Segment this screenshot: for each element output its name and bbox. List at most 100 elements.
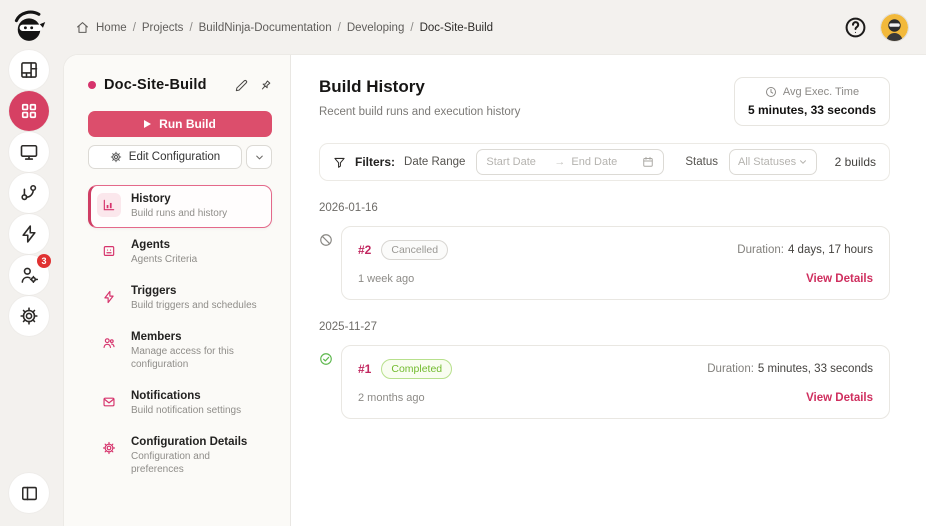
time-ago: 2 months ago bbox=[358, 392, 425, 404]
clock-icon bbox=[765, 87, 776, 97]
notifications-count-badge: 3 bbox=[37, 254, 51, 268]
run-build-button[interactable]: Run Build bbox=[88, 111, 272, 137]
status-filter-select[interactable]: All Statuses bbox=[729, 149, 817, 175]
rail-users-admin-icon[interactable]: 3 bbox=[9, 254, 51, 295]
configuration-sidebar: Doc-Site-Build Run Build bbox=[64, 55, 291, 526]
breadcrumb-home[interactable]: Home bbox=[96, 21, 127, 34]
build-group: 2026-01-16 #2 Cancelled Duration: 4 days,… bbox=[319, 202, 890, 300]
breadcrumb-projects[interactable]: Projects bbox=[141, 21, 184, 34]
user-avatar[interactable] bbox=[881, 14, 908, 41]
build-card[interactable]: #2 Cancelled Duration: 4 days, 17 hours 1… bbox=[341, 226, 890, 300]
history-chart-icon bbox=[97, 193, 121, 217]
members-users-icon bbox=[97, 331, 121, 355]
nav-label: Members bbox=[131, 331, 182, 343]
notifications-mail-icon bbox=[97, 390, 121, 414]
nav-label: Agents bbox=[131, 239, 170, 251]
end-date-input[interactable] bbox=[571, 156, 634, 168]
edit-configuration-label: Edit Configuration bbox=[128, 151, 221, 163]
help-icon[interactable] bbox=[844, 16, 867, 39]
cancelled-circle-slash-icon bbox=[319, 226, 334, 300]
status-badge: Completed bbox=[381, 359, 453, 379]
sidebar-nav: History Build runs and history Agents Ag… bbox=[88, 185, 272, 484]
avg-exec-time-value: 5 minutes, 33 seconds bbox=[747, 103, 876, 117]
rail-projects-grid-icon[interactable] bbox=[9, 91, 49, 131]
nav-description: Build runs and history bbox=[131, 208, 228, 219]
collapse-sidebar-icon[interactable] bbox=[9, 473, 49, 513]
nav-description: Manage access for this configuration bbox=[131, 346, 234, 370]
rail-settings-gear-icon[interactable] bbox=[9, 296, 49, 336]
build-group: 2025-11-27 #1 Completed Duration: 5 minut… bbox=[319, 321, 890, 419]
status-badge: Cancelled bbox=[381, 240, 449, 260]
duration-value: 5 minutes, 33 seconds bbox=[757, 363, 873, 375]
play-icon bbox=[144, 120, 152, 128]
sidebar-item-configuration-details[interactable]: Configuration Details Configuration and … bbox=[88, 428, 272, 484]
status-filter-value: All Statuses bbox=[738, 156, 797, 168]
home-icon bbox=[76, 21, 89, 34]
nav-description: Build notification settings bbox=[131, 405, 242, 416]
sidebar-item-members[interactable]: Members Manage access for this configura… bbox=[88, 323, 272, 379]
build-group-date: 2026-01-16 bbox=[319, 202, 378, 214]
configuration-title: Doc-Site-Build bbox=[104, 77, 207, 93]
sidebar-item-triggers[interactable]: Triggers Build triggers and schedules bbox=[88, 277, 272, 320]
duration-label: Duration: bbox=[737, 244, 784, 256]
avg-exec-time-label: Avg Exec. Time bbox=[782, 86, 860, 98]
rail-dashboard-icon[interactable] bbox=[9, 50, 49, 90]
nav-label: Notifications bbox=[131, 390, 201, 402]
edit-configuration-button[interactable]: Edit Configuration bbox=[88, 145, 242, 169]
page-title: Build History bbox=[319, 77, 425, 96]
completed-check-circle-icon bbox=[319, 345, 334, 419]
breadcrumb-separator: / bbox=[132, 21, 136, 34]
triggers-bolt-icon bbox=[97, 285, 121, 309]
duration-value: 4 days, 17 hours bbox=[787, 244, 873, 256]
breadcrumb: Home / Projects / BuildNinja-Documentati… bbox=[76, 21, 493, 34]
breadcrumb-separator: / bbox=[337, 21, 341, 34]
view-details-link[interactable]: View Details bbox=[806, 392, 873, 404]
app-logo-ninja-icon[interactable] bbox=[9, 6, 49, 46]
build-card[interactable]: #1 Completed Duration: 5 minutes, 33 seco… bbox=[341, 345, 890, 419]
configuration-gear-icon bbox=[97, 436, 121, 460]
calendar-icon[interactable] bbox=[642, 156, 654, 168]
build-history-main: Build History Recent build runs and exec… bbox=[291, 55, 926, 526]
breadcrumb-subproject[interactable]: Developing bbox=[346, 21, 405, 34]
avg-exec-time-card: Avg Exec. Time 5 minutes, 33 seconds bbox=[733, 77, 890, 126]
rail-vcs-branch-icon[interactable] bbox=[9, 173, 49, 213]
run-build-label: Run Build bbox=[159, 117, 216, 131]
rail-build-queue-bolt-icon[interactable] bbox=[9, 214, 49, 254]
edit-title-pencil-icon[interactable] bbox=[235, 79, 248, 92]
duration-label: Duration: bbox=[707, 363, 754, 375]
left-icon-rail: 3 bbox=[0, 0, 58, 526]
build-number[interactable]: #1 bbox=[358, 362, 372, 376]
sidebar-item-agents[interactable]: Agents Agents Criteria bbox=[88, 231, 272, 274]
start-date-input[interactable] bbox=[486, 156, 549, 168]
agents-card-icon bbox=[97, 239, 121, 263]
range-arrow-icon: → bbox=[554, 156, 566, 168]
build-row: #1 Completed Duration: 5 minutes, 33 seco… bbox=[319, 345, 890, 419]
nav-label: Triggers bbox=[131, 285, 177, 297]
sidebar-item-notifications[interactable]: Notifications Build notification setting… bbox=[88, 382, 272, 425]
chevron-down-icon bbox=[800, 160, 806, 164]
build-number[interactable]: #2 bbox=[358, 243, 372, 257]
top-bar: Home / Projects / BuildNinja-Documentati… bbox=[58, 0, 926, 55]
pin-configuration-icon[interactable] bbox=[259, 79, 272, 92]
breadcrumb-current: Doc-Site-Build bbox=[419, 21, 494, 34]
breadcrumb-separator: / bbox=[410, 21, 414, 34]
view-details-link[interactable]: View Details bbox=[806, 273, 873, 285]
filters-label: Filters: bbox=[355, 155, 396, 169]
status-filter-label: Status bbox=[685, 156, 718, 168]
date-range-picker[interactable]: → bbox=[476, 149, 665, 175]
content-panel: Doc-Site-Build Run Build bbox=[64, 55, 926, 526]
nav-label: Configuration Details bbox=[131, 436, 248, 448]
breadcrumb-project[interactable]: BuildNinja-Documentation bbox=[198, 21, 332, 34]
time-ago: 1 week ago bbox=[358, 273, 415, 285]
page-subtitle: Recent build runs and execution history bbox=[319, 106, 521, 118]
builds-count: 2 builds bbox=[834, 155, 876, 169]
nav-description: Configuration and preferences bbox=[131, 451, 210, 475]
sidebar-item-history[interactable]: History Build runs and history bbox=[88, 185, 272, 228]
nav-label: History bbox=[131, 193, 171, 205]
rail-agents-monitor-icon[interactable] bbox=[9, 132, 49, 172]
build-group-date: 2025-11-27 bbox=[319, 321, 377, 333]
nav-description: Agents Criteria bbox=[131, 254, 198, 265]
filter-funnel-icon bbox=[334, 157, 345, 168]
edit-configuration-dropdown-chevron[interactable] bbox=[246, 145, 272, 169]
filters-bar: Filters: Date Range → Status All Statuse… bbox=[319, 143, 890, 181]
